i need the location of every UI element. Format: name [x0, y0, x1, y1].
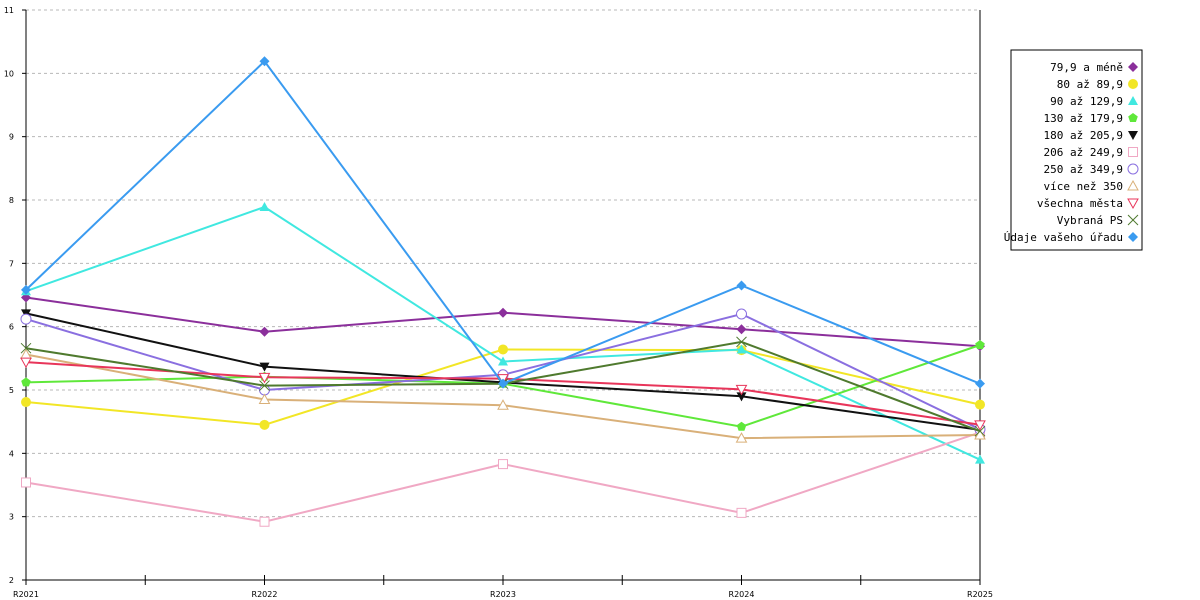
data-point [736, 507, 747, 518]
legend-marker [1127, 214, 1139, 226]
y-tick-label: 7 [9, 259, 14, 268]
data-point [20, 348, 32, 360]
series-line [25, 353, 981, 440]
data-point-stroke [736, 336, 747, 348]
legend-label: 80 až 89,9 [1057, 78, 1123, 91]
data-point [736, 324, 747, 335]
series-6 [21, 427, 985, 527]
legend-label: všechna města [1037, 197, 1123, 210]
data-point [735, 432, 748, 443]
y-tick-label: 2 [9, 576, 14, 585]
data-point [259, 201, 270, 211]
y-tick-label: 5 [9, 386, 14, 395]
legend-marker [1127, 163, 1139, 175]
x-tick-label: R2021 [13, 590, 39, 599]
data-point [735, 384, 748, 396]
legend-label: 180 až 205,9 [1044, 129, 1123, 142]
legend-label: 250 až 349,9 [1044, 163, 1123, 176]
legend-marker [1128, 62, 1138, 72]
data-point [975, 454, 985, 464]
y-tick-label: 3 [9, 513, 14, 522]
data-point [20, 357, 32, 369]
y-tick-label: 11 [4, 6, 14, 15]
data-point [736, 421, 747, 431]
data-point [736, 336, 747, 348]
legend-marker [1128, 147, 1138, 157]
data-point [259, 380, 270, 391]
data-point [498, 356, 508, 366]
data-point [975, 378, 985, 389]
x-tick-label: R2022 [252, 590, 278, 599]
legend-label: 130 až 179,9 [1044, 112, 1123, 125]
data-point [258, 393, 271, 404]
series-line [25, 296, 981, 348]
legend-label: 90 až 129,9 [1050, 95, 1123, 108]
data-point [498, 459, 508, 470]
series-3 [21, 201, 985, 464]
grid-lines [26, 9, 980, 518]
data-point [21, 477, 31, 488]
legend-label: Vybraná PS [1057, 214, 1123, 227]
data-point [974, 420, 986, 431]
legend-label: více než 350 [1044, 180, 1123, 193]
series-8 [20, 348, 986, 443]
data-point [498, 307, 508, 318]
data-point [975, 340, 985, 350]
data-point [21, 397, 31, 408]
data-point [974, 425, 986, 437]
x-tick-label: R2024 [729, 590, 755, 599]
legend-marker-stroke [1127, 214, 1139, 226]
data-point [736, 392, 747, 402]
data-point [21, 284, 31, 295]
legend-box [1010, 49, 1143, 251]
axes: 2 3 4 5 6 7 8 9 10 11 R2021 R2022 R2023 R2024 R2025 [4, 6, 993, 599]
legend-marker [1128, 79, 1138, 89]
legend-label: 79,9 a méně [1050, 61, 1123, 74]
data-point [736, 344, 747, 354]
data-point [259, 419, 270, 430]
data-point [259, 56, 270, 67]
data-point [497, 399, 509, 410]
data-point [736, 308, 747, 320]
y-tick-label: 10 [4, 69, 14, 78]
series-11 [21, 56, 985, 389]
legend-marker [1127, 198, 1139, 210]
data-point [20, 342, 32, 354]
series-line [25, 205, 981, 461]
y-tick-label: 9 [9, 133, 14, 142]
data-point [20, 313, 32, 325]
data-point-stroke [259, 380, 270, 391]
x-tick-label: R2025 [967, 590, 993, 599]
data-point-stroke [20, 342, 32, 354]
data-point [736, 280, 747, 291]
data-point [258, 372, 271, 384]
y-tick-label: 6 [9, 323, 14, 332]
series-1 [21, 292, 985, 352]
data-point [259, 326, 270, 337]
data-point-stroke [974, 425, 986, 437]
y-tick-label: 4 [9, 449, 14, 458]
data-point [259, 516, 270, 527]
y-tick-label: 8 [9, 196, 14, 205]
series-9 [20, 357, 986, 431]
x-tick-label: R2023 [490, 590, 516, 599]
data-point [974, 428, 986, 440]
series-lines [20, 56, 986, 527]
legend-marker [1128, 113, 1138, 122]
legend-label: 206 až 249,9 [1044, 146, 1123, 159]
data-point [259, 362, 270, 372]
legend-marker [1128, 131, 1138, 140]
series-line [25, 431, 981, 523]
legend: 79,9 a méně 80 až 89,9 90 až 129,9 130 až 1… [1004, 49, 1143, 251]
data-point [975, 399, 985, 410]
legend-marker [1127, 179, 1139, 191]
data-point [21, 377, 31, 387]
data-point [498, 378, 508, 389]
legend-label: Údaje vašeho úřadu [1004, 231, 1123, 244]
legend-marker [1128, 232, 1138, 242]
data-point [498, 344, 508, 355]
legend-marker [1128, 96, 1138, 105]
